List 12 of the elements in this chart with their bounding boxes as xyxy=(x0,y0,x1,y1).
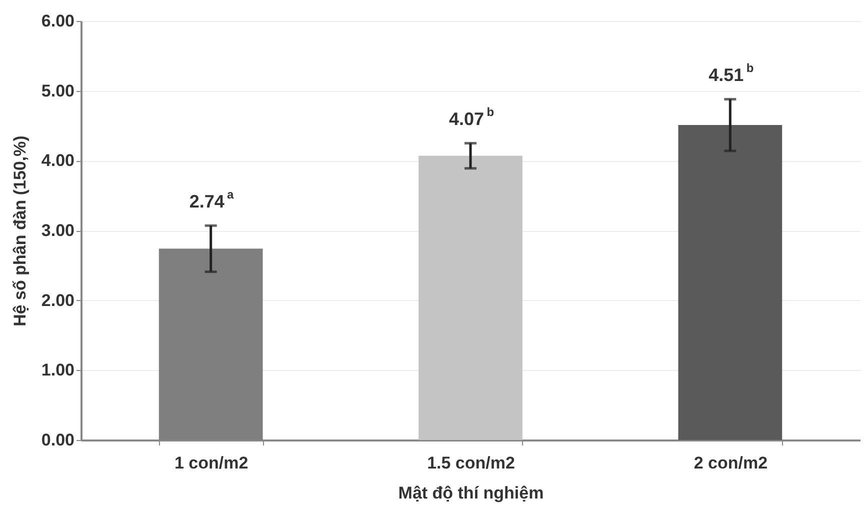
y-tick-label: 5.00 xyxy=(41,81,74,100)
y-tick-label: 0.00 xyxy=(41,430,74,450)
y-tick-label: 1.00 xyxy=(41,360,74,380)
x-axis-title: Mật độ thí nghiệm xyxy=(398,484,544,502)
y-tick-label: 4.00 xyxy=(41,151,74,170)
x-tick-label: 1.5 con/m2 xyxy=(427,454,515,472)
y-tick-label: 6.00 xyxy=(41,12,74,30)
x-tick-label: 2 con/m2 xyxy=(694,454,768,472)
x-tick-label: 1 con/m2 xyxy=(174,454,248,472)
y-tick-label: 2.00 xyxy=(41,290,74,310)
y-axis-title: Hệ số phân đàn (150,%) xyxy=(10,136,30,326)
y-tick-label: 3.00 xyxy=(41,221,74,240)
